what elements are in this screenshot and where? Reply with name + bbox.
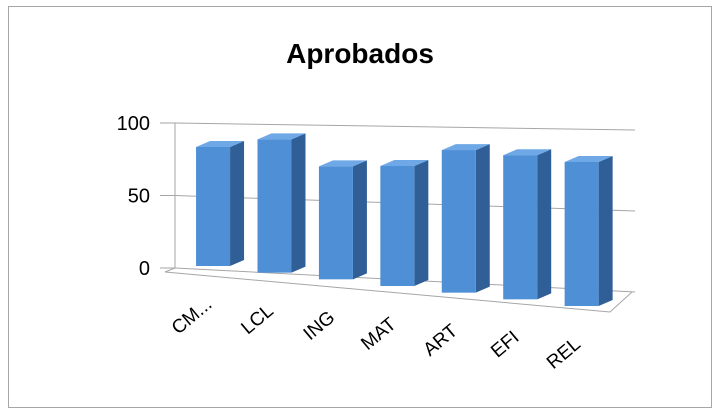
x-tick-label: CM... (168, 294, 216, 339)
bar-top (564, 156, 613, 162)
bar (564, 162, 599, 306)
bar-side (230, 141, 245, 266)
y-tick-label: 100 (117, 113, 150, 135)
x-tick-label: REL (543, 334, 585, 374)
bar (196, 147, 231, 266)
bar (503, 155, 538, 300)
bar-top (503, 149, 552, 156)
bar-side (537, 149, 552, 300)
bar (441, 150, 476, 293)
bar (380, 166, 415, 286)
x-tick-label: EFI (487, 327, 523, 362)
bar-side (598, 156, 613, 306)
bar-top (380, 160, 429, 166)
floor-outline (164, 267, 633, 313)
x-tick-label: MAT (357, 313, 400, 354)
bar (318, 166, 353, 280)
bar (257, 139, 292, 273)
bar-top (318, 160, 367, 167)
x-tick-label: LCL (237, 300, 277, 338)
bar-side (291, 133, 306, 273)
bar-top (441, 144, 490, 151)
x-tick-label: ART (420, 320, 463, 361)
bar-side (352, 160, 367, 280)
chart-title: Aprobados (286, 38, 434, 69)
y-tick-label: 0 (139, 258, 150, 280)
bar-top (257, 133, 306, 140)
bar-side (414, 160, 429, 286)
bar-side (475, 144, 490, 293)
bar-top (196, 141, 245, 147)
y-tick-label: 50 (128, 186, 150, 208)
gridline (174, 122, 636, 131)
x-tick-label: ING (300, 307, 339, 345)
